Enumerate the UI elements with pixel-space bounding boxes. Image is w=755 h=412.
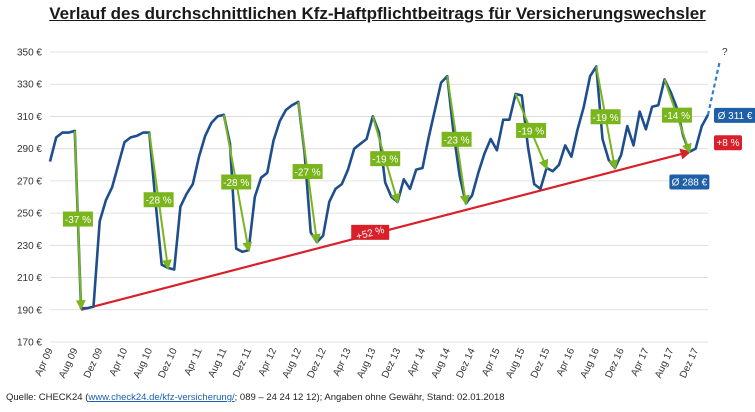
seasonal-change: -28 % bbox=[221, 114, 253, 253]
seasonal-badge bbox=[62, 211, 93, 227]
y-tick-label: 270 € bbox=[17, 176, 42, 187]
seasonal-change: -28 % bbox=[143, 132, 174, 270]
average-badge: Ø 311 € bbox=[714, 107, 755, 123]
x-tick-label: Apr 17 bbox=[629, 346, 652, 378]
seasonal-badge bbox=[221, 174, 252, 190]
seasonal-label: -37 % bbox=[65, 215, 91, 226]
y-axis: 170 € 190 € 210 € 230 € 250 € 270 € 290 € 310 €… bbox=[17, 48, 42, 349]
seasonal-change: -23 % bbox=[441, 76, 472, 206]
x-tick-label: Apr 11 bbox=[183, 346, 205, 377]
source-note: Quelle: CHECK24 (www.check24.de/kfz-vers… bbox=[6, 392, 505, 403]
x-tick-label: Aug 11 bbox=[206, 346, 229, 379]
x-tick-label: Aug 13 bbox=[355, 346, 379, 380]
line-chart: 170 € 190 € 210 € 230 € 250 € 270 € 290 € 310 €… bbox=[17, 47, 755, 380]
x-tick-label: Apr 16 bbox=[555, 346, 578, 378]
seasonal-label: -19 % bbox=[593, 113, 619, 124]
x-tick-label: Dez 11 bbox=[231, 346, 254, 379]
trend-label: +52 % bbox=[351, 224, 390, 243]
x-tick-label: Dez 10 bbox=[157, 346, 181, 380]
source-suffix: ; 089 – 24 24 12 12); Angaben ohne Gewäh… bbox=[234, 392, 505, 403]
x-tick-label: Aug 12 bbox=[281, 346, 305, 380]
seasonal-label: -14 % bbox=[664, 111, 690, 122]
seasonal-badge bbox=[590, 109, 621, 125]
series-path bbox=[48, 65, 710, 310]
annotations: Ø 288 € Ø 311 € +8 % bbox=[669, 107, 755, 190]
x-tick-label: Dez 13 bbox=[380, 346, 404, 380]
source-prefix: Quelle: CHECK24 ( bbox=[6, 392, 89, 403]
x-tick-label: Apr 14 bbox=[406, 346, 429, 378]
y-tick-label: 290 € bbox=[17, 144, 42, 155]
gridlines bbox=[50, 51, 708, 343]
average-badge: Ø 288 € bbox=[669, 174, 710, 190]
seasonal-badge bbox=[441, 131, 472, 147]
badge-box bbox=[714, 107, 755, 123]
y-tick-label: 330 € bbox=[17, 80, 42, 91]
badge-label: +8 % bbox=[716, 138, 739, 149]
seasonal-change: -14 % bbox=[661, 79, 692, 154]
y-tick-label: 230 € bbox=[17, 241, 42, 252]
series-line: ? bbox=[48, 47, 728, 310]
x-tick-label: Aug 09 bbox=[57, 346, 81, 380]
trend-badge bbox=[351, 224, 390, 240]
seasonal-arrows: -37 % -28 % -28 % -27 % -19 % -23 % -19 % -19 %… bbox=[62, 66, 692, 311]
y-tick-label: 250 € bbox=[17, 209, 42, 220]
seasonal-change: -19 % bbox=[514, 93, 549, 170]
seasonal-badge bbox=[516, 122, 547, 138]
seasonal-change: -19 % bbox=[370, 116, 401, 204]
projection-label: ? bbox=[722, 47, 728, 58]
x-tick-label: Dez 09 bbox=[82, 346, 106, 380]
y-tick-label: 310 € bbox=[17, 112, 42, 123]
x-tick-label: Aug 10 bbox=[132, 346, 156, 380]
x-tick-label: Apr 09 bbox=[33, 346, 56, 378]
x-tick-label: Apr 15 bbox=[480, 346, 503, 378]
x-tick-label: Dez 15 bbox=[529, 346, 553, 380]
x-tick-label: Dez 12 bbox=[305, 346, 329, 380]
seasonal-badge bbox=[370, 151, 401, 167]
seasonal-label: -23 % bbox=[444, 135, 470, 146]
x-tick-label: Aug 15 bbox=[504, 346, 528, 380]
seasonal-badge bbox=[292, 164, 323, 180]
x-tick-label: Apr 13 bbox=[331, 346, 354, 378]
trend-arrow: +52 % bbox=[80, 148, 692, 311]
seasonal-label: -28 % bbox=[146, 196, 172, 207]
badge-label: Ø 288 € bbox=[672, 177, 708, 188]
x-tick-label: Aug 16 bbox=[579, 346, 603, 380]
seasonal-label: -27 % bbox=[295, 168, 321, 179]
badge-box bbox=[669, 174, 710, 190]
projection-line bbox=[706, 59, 722, 116]
y-tick-label: 210 € bbox=[17, 273, 42, 284]
change-badge: +8 % bbox=[714, 135, 742, 151]
chart-title: Verlauf des durchschnittlichen Kfz-Haftp… bbox=[49, 4, 706, 23]
seasonal-change: -37 % bbox=[62, 130, 93, 311]
badge-box bbox=[714, 135, 742, 151]
badge-label: Ø 311 € bbox=[718, 111, 753, 122]
y-tick-label: 190 € bbox=[17, 305, 42, 316]
x-tick-label: Dez 14 bbox=[454, 346, 478, 380]
x-axis: Apr 09 Aug 09 Dez 09 Apr 10 Aug 10 Dez 10 Apr … bbox=[33, 346, 701, 380]
y-tick-label: 350 € bbox=[17, 48, 42, 59]
x-tick-label: Apr 10 bbox=[108, 346, 131, 378]
seasonal-label: -19 % bbox=[372, 155, 398, 166]
x-tick-label: Apr 12 bbox=[257, 346, 280, 378]
seasonal-badge bbox=[143, 192, 174, 208]
seasonal-label: -19 % bbox=[518, 126, 544, 137]
x-tick-label: Aug 17 bbox=[653, 346, 677, 380]
x-tick-label: Dez 16 bbox=[603, 346, 627, 380]
seasonal-change: -19 % bbox=[590, 66, 621, 170]
y-tick-label: 170 € bbox=[17, 338, 42, 349]
seasonal-label: -28 % bbox=[223, 178, 249, 189]
x-tick-label: Aug 14 bbox=[430, 346, 454, 380]
source-link[interactable]: www.check24.de/kfz-versicherung/ bbox=[88, 392, 235, 403]
seasonal-badge bbox=[661, 107, 692, 123]
x-tick-label: Dez 17 bbox=[678, 346, 702, 380]
seasonal-change: -27 % bbox=[292, 101, 323, 245]
